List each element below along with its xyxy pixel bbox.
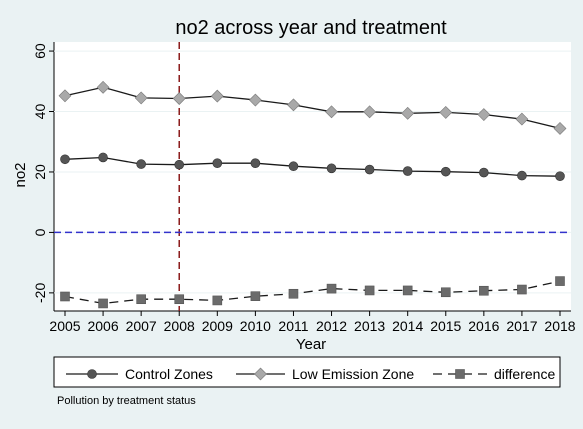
data-point-control-zones	[98, 152, 108, 163]
y-tick-label: 20	[32, 164, 48, 180]
data-point-difference	[402, 285, 413, 296]
legend-layer: Control Zones Low Emission Zone difference	[66, 366, 555, 382]
data-point-low-emission-zone	[96, 80, 110, 94]
data-point-difference	[60, 291, 70, 302]
data-point-low-emission-zone	[210, 89, 224, 103]
data-point-control-zones	[326, 163, 337, 174]
data-point-low-emission-zone	[172, 92, 186, 105]
data-point-difference	[250, 291, 261, 301]
y-tick-label: 0	[32, 228, 48, 236]
data-point-difference	[440, 287, 451, 298]
x-tick-label: 2016	[468, 318, 499, 334]
series-line-control-zones	[64, 156, 561, 177]
data-point-difference	[288, 288, 299, 299]
series-line-difference	[64, 280, 561, 305]
data-point-control-zones	[402, 166, 413, 176]
reference-lines-layer	[54, 42, 571, 311]
legend-box	[53, 356, 561, 388]
y-tick-label: 40	[32, 104, 48, 120]
data-point-control-zones	[288, 161, 299, 172]
x-axis-label: Year	[296, 336, 326, 353]
data-point-difference	[517, 284, 527, 295]
chart-title: no2 across year and treatment	[175, 17, 447, 39]
x-tick-label: 2010	[240, 318, 271, 334]
x-tick-label: 2008	[164, 318, 195, 334]
data-point-control-zones	[440, 166, 451, 177]
data-point-low-emission-zone	[477, 108, 491, 121]
data-point-low-emission-zone	[134, 91, 148, 105]
x-tick-label: 2013	[354, 318, 385, 334]
data-point-low-emission-zone	[325, 105, 338, 119]
data-point-low-emission-zone	[363, 105, 377, 119]
data-point-difference	[212, 295, 223, 306]
data-point-difference	[479, 285, 489, 296]
y-axis-label: no2	[12, 162, 29, 187]
data-point-low-emission-zone	[58, 89, 72, 103]
data-point-control-zones	[364, 164, 375, 175]
x-tick-label: 2011	[278, 318, 308, 334]
data-point-low-emission-zone	[287, 98, 300, 112]
data-point-difference	[98, 298, 108, 309]
x-tick-label: 2018	[544, 318, 575, 334]
data-point-difference	[136, 294, 146, 305]
series-line-low-emission-zone	[64, 86, 561, 130]
x-tick-label: 2005	[49, 318, 80, 334]
x-tick-label: 2015	[430, 318, 461, 334]
data-point-low-emission-zone	[401, 106, 415, 120]
data-point-control-zones	[212, 158, 223, 169]
data-point-low-emission-zone	[553, 122, 567, 135]
data-point-difference	[364, 285, 375, 296]
data-point-difference	[555, 276, 565, 286]
series-layer	[58, 80, 567, 309]
legend-marker-low-emission-zone	[254, 367, 267, 381]
data-point-difference	[174, 294, 185, 305]
data-point-low-emission-zone	[515, 112, 529, 126]
data-point-control-zones	[136, 159, 146, 169]
data-point-low-emission-zone	[248, 93, 262, 107]
data-point-control-zones	[174, 159, 185, 170]
data-point-control-zones	[250, 158, 261, 169]
y-tick-label: 60	[32, 43, 48, 59]
legend-marker-difference	[455, 369, 465, 379]
x-tick-label: 2006	[87, 318, 118, 334]
legend-label-control-zones: Control Zones	[125, 366, 213, 382]
x-tick-label: 2017	[506, 318, 537, 334]
legend-marker-control-zones	[87, 369, 97, 379]
legend-label-difference: difference	[494, 366, 555, 382]
x-tick-label: 2009	[202, 318, 233, 334]
data-point-control-zones	[517, 170, 527, 181]
data-point-low-emission-zone	[439, 105, 453, 119]
x-tick-label: 2012	[316, 318, 347, 334]
chart-note: Pollution by treatment status	[57, 395, 196, 407]
data-point-control-zones	[479, 167, 489, 178]
y-tick-label: -20	[32, 283, 48, 303]
data-point-control-zones	[555, 171, 565, 181]
data-point-difference	[326, 283, 337, 294]
plot-area	[54, 42, 571, 311]
data-point-control-zones	[60, 154, 70, 165]
x-tick-label: 2014	[392, 318, 423, 334]
legend-label-low-emission-zone: Low Emission Zone	[292, 366, 414, 382]
x-tick-label: 2007	[126, 318, 157, 334]
